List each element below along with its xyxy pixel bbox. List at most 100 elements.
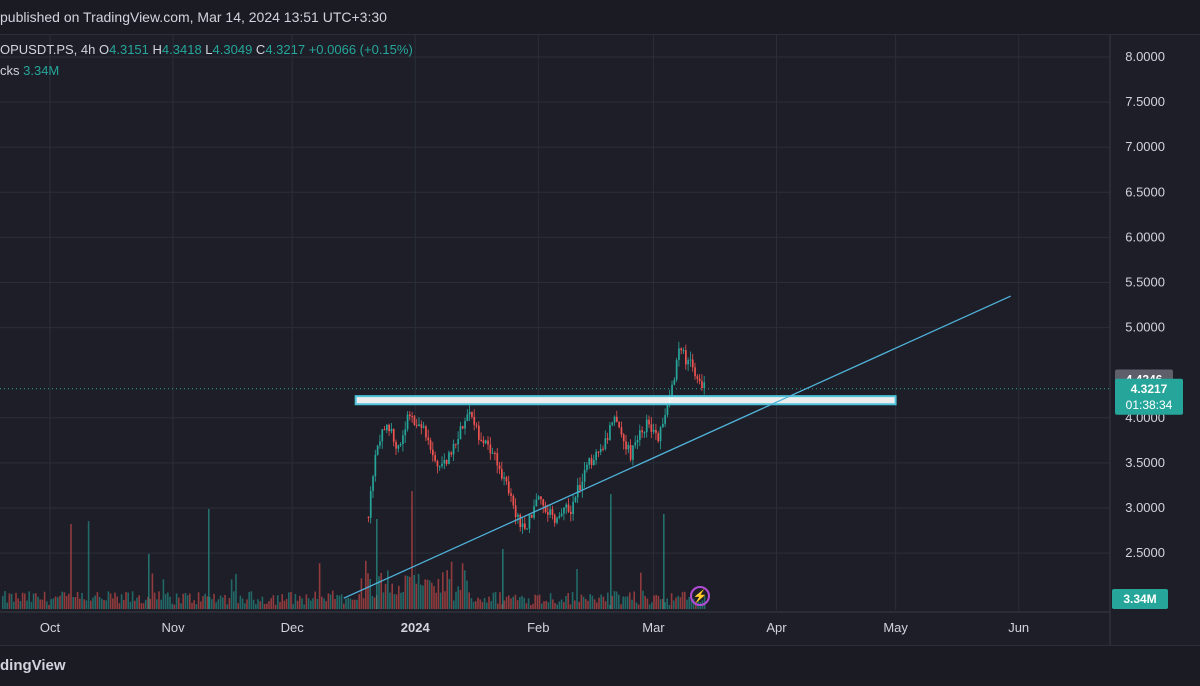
candle-body [496,453,499,466]
candle-body [574,497,577,502]
candle-body [510,493,512,496]
candle-body [498,465,501,470]
volume-bar [307,598,310,609]
candle-body [662,423,664,428]
x-tick-label: Mar [642,620,665,635]
candle-body [602,448,604,450]
volume-bar [637,604,640,609]
volume-bar [508,595,510,609]
volume-bar [182,593,184,609]
volume-bar [65,596,68,609]
volume-bar [261,596,264,609]
volume-bar [424,579,426,609]
volume-bar [393,594,396,609]
volume-bar [604,601,607,609]
volume-bar [494,591,497,609]
candle-body [634,442,637,446]
candle-body [420,424,423,428]
volume-bar [68,593,70,609]
volume-bar [664,602,666,609]
volume-bar [431,582,433,609]
time-axis[interactable]: Oct Nov Dec 2024 Feb Mar Apr May Jun [0,611,1110,635]
volume-bar [54,596,57,609]
candle-body [409,414,411,417]
candle-body [590,458,593,465]
candle-body [540,496,542,500]
volume-bar [226,604,228,609]
volume-bar [486,602,488,609]
volume-bar [156,599,158,609]
candle-body [581,481,584,490]
volume-bar [63,592,66,609]
volume-bar [39,599,41,609]
x-tick-label: Oct [40,620,61,635]
volume-bar [523,597,525,609]
low-value: 4.3049 [212,42,253,57]
volume-bar [28,591,30,609]
lightning-icon[interactable]: ⚡ [690,586,710,606]
volume-bar [13,601,15,609]
price-axis[interactable]: 8.0000 7.5000 7.0000 6.5000 6.0000 5.5000 5.00… [1109,35,1183,645]
candle-body [457,439,459,445]
candle-body [648,419,650,425]
volume-bar [336,594,338,609]
candle-body [392,428,395,442]
candle-body [565,504,568,508]
candle-body [698,378,701,382]
candle-body [484,440,487,444]
volume-bar [679,597,682,609]
volume-bar [629,592,631,609]
volume-bar [356,599,358,609]
brand-logo-text: dingView [0,657,66,674]
volume-bar [677,595,679,609]
volume-bar [259,601,261,609]
volume-bar [235,573,237,609]
candle-body [422,426,425,428]
volume-bar [158,591,160,609]
candle-body [413,416,416,425]
volume-spike [663,514,665,609]
candle-body [494,452,496,454]
volume-bar [490,601,492,609]
candle-body [461,426,464,429]
volume-bar [574,600,576,609]
volume-bar [48,604,50,609]
volume-bar [222,597,224,609]
volume-bar [453,600,455,609]
volume-bar [103,600,105,609]
volume-bar [644,595,646,609]
volume-bar [8,593,11,609]
volume-bar [545,600,547,609]
volume-bar [167,592,169,609]
volume-bar [323,598,325,609]
volume-bar [602,596,605,609]
volume-bar [657,595,660,609]
candle-body [530,514,533,518]
volume-bar [255,604,257,609]
volume-bar [684,591,686,609]
candle-body [480,439,482,441]
volume-bar [345,598,347,609]
volume-bar [371,595,374,609]
y-tick-label: 6.5000 [1125,184,1165,199]
volume-bars [2,491,706,609]
volume-bar [52,598,55,609]
candle-body [464,421,466,429]
volume-bar [541,603,543,609]
candle-body [691,359,694,368]
volume-bar [101,598,103,609]
volume-bar [569,604,572,609]
volume-bar [2,595,4,609]
volume-bar [129,601,132,609]
volume-bar [442,572,444,609]
volume-bar [633,591,635,609]
volume-bar [400,592,402,609]
candle-body [655,429,657,434]
volume-bar [483,597,486,609]
volume-bar [409,576,411,609]
volume-bar [648,604,651,609]
drawings[interactable] [0,295,1110,599]
trend-line [343,295,1012,599]
volume-bar [57,597,59,609]
